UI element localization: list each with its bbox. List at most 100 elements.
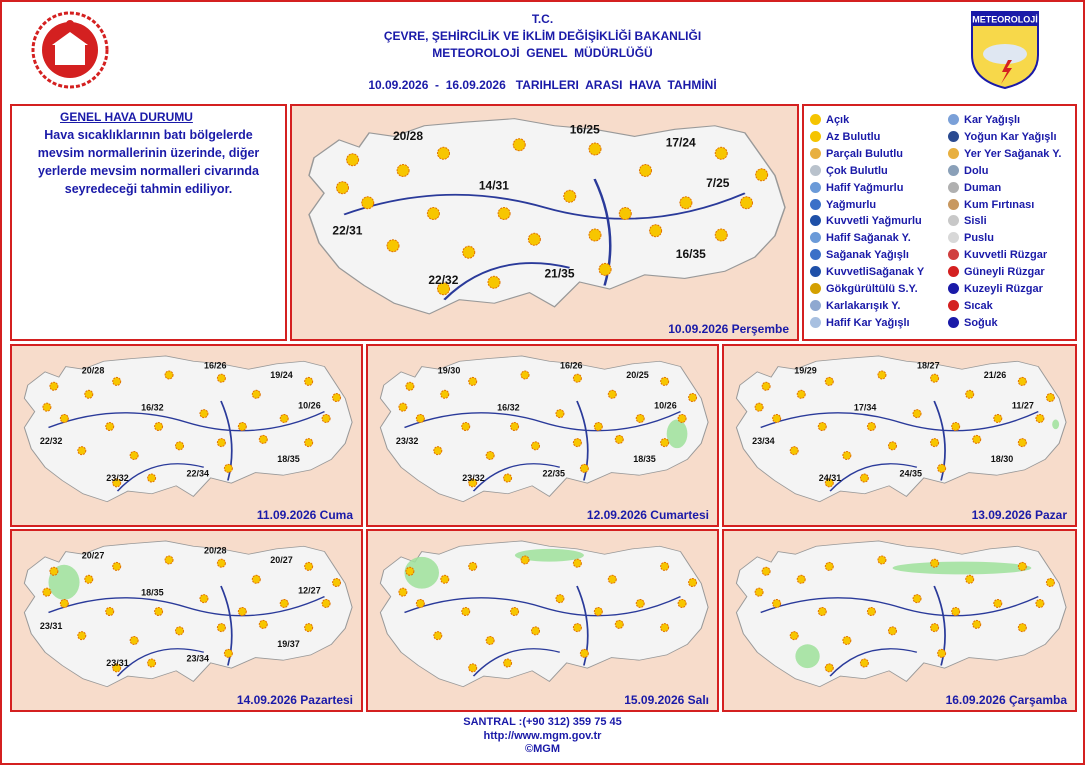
weather-icon xyxy=(503,658,513,668)
map-panel: 15.09.2026 Salı xyxy=(366,529,719,712)
weather-icon xyxy=(527,232,541,246)
legend-icon xyxy=(810,130,821,142)
legend-icon xyxy=(810,316,821,328)
weather-icon xyxy=(937,648,947,658)
weather-icon xyxy=(842,450,852,460)
map-date: 11.09.2026 Cuma xyxy=(257,508,353,522)
weather-icon xyxy=(321,598,331,608)
weather-icon xyxy=(824,561,834,571)
temperature: 16/35 xyxy=(676,247,706,261)
weather-icon xyxy=(405,381,415,391)
legend-icon xyxy=(948,215,959,227)
weather-icon xyxy=(588,142,602,156)
weather-icon xyxy=(593,607,603,616)
legend-icon xyxy=(948,147,959,159)
temperature: 19/37 xyxy=(277,639,300,649)
weather-icon xyxy=(930,373,940,383)
temperature: 20/27 xyxy=(82,550,105,560)
legend-label: Kuvvetli Yağmurlu xyxy=(826,215,922,228)
map: 15.09.2026 Salı xyxy=(368,531,717,710)
temperature: 20/28 xyxy=(204,545,227,555)
weather-icon xyxy=(440,389,450,399)
temperature: 20/25 xyxy=(626,370,649,380)
header-line: T.C. xyxy=(531,12,554,26)
general-title: GENEL HAVA DURUMU xyxy=(60,110,193,124)
weather-icon xyxy=(877,555,887,565)
legend-label: Hafif Yağmurlu xyxy=(826,181,904,194)
legend-label: Gökgürültülü S.Y. xyxy=(826,283,918,295)
weather-icon xyxy=(607,574,617,584)
legend-label: Sağanak Yağışlı xyxy=(826,249,909,262)
weather-icon xyxy=(396,164,410,177)
weather-icon xyxy=(761,381,771,391)
weather-icon xyxy=(649,224,663,238)
weather-icon xyxy=(572,373,582,383)
legend-item: Açık xyxy=(810,114,849,126)
weather-icon xyxy=(129,635,139,645)
weather-icon xyxy=(754,402,764,412)
legend-item: Yer Yer Sağanak Y. xyxy=(948,147,1061,160)
temperature: 22/32 xyxy=(428,273,458,287)
legend-item: Yağmurlu xyxy=(810,198,876,211)
weather-icon xyxy=(937,463,947,473)
weather-icon xyxy=(965,389,975,399)
weather-icon xyxy=(951,422,961,431)
legend-icon xyxy=(810,114,821,125)
weather-icon xyxy=(49,566,59,576)
weather-icon xyxy=(346,153,360,167)
weather-icon xyxy=(512,138,526,152)
legend-item: Hafif Kar Yağışlı xyxy=(810,316,910,329)
weather-icon xyxy=(614,619,624,629)
legend-label: Kuzeyli Rüzgar xyxy=(964,283,1043,295)
weather-icon xyxy=(714,228,728,242)
map-date: 12.09.2026 Cumartesi xyxy=(587,508,709,522)
weather-icon xyxy=(77,631,87,641)
legend-item: Kum Fırtınası xyxy=(948,198,1034,211)
weather-icon xyxy=(796,574,806,584)
legend-label: Dolu xyxy=(964,164,989,177)
weather-icon xyxy=(461,607,471,616)
weather-icon xyxy=(497,207,511,220)
legend-icon xyxy=(948,114,959,125)
map-date: 10.09.2026 Perşembe xyxy=(668,322,789,336)
weather-icon xyxy=(59,413,69,423)
weather-icon xyxy=(336,181,349,195)
land xyxy=(735,540,1067,688)
legend-label: Hafif Sağanak Y. xyxy=(826,232,911,245)
temperature: 16/26 xyxy=(204,360,227,370)
weather-icon xyxy=(59,598,69,608)
weather-icon xyxy=(614,434,624,444)
copyright: ©MGM xyxy=(525,743,560,755)
weather-icon xyxy=(579,648,589,658)
legend-icon xyxy=(810,147,821,159)
weather-icon xyxy=(714,146,728,160)
header-line: METEOROLOJİ GENEL MÜDÜRLÜĞÜ xyxy=(432,46,653,60)
temperature: 24/31 xyxy=(819,473,842,483)
land-group xyxy=(735,540,1067,688)
weather-icon xyxy=(572,623,582,633)
weather-icon xyxy=(147,658,157,668)
temperature: 22/34 xyxy=(187,468,210,478)
temperature: 20/27 xyxy=(270,555,293,565)
legend-icon xyxy=(810,283,821,294)
temperature: 7/25 xyxy=(706,176,730,190)
weather-icon xyxy=(660,561,670,571)
temperature: 16/32 xyxy=(497,402,520,412)
weather-icon xyxy=(618,207,632,220)
legend-label: Parçalı Bulutlu xyxy=(826,147,904,160)
weather-icon xyxy=(688,393,698,403)
legend-icon xyxy=(948,299,959,311)
legend-icon xyxy=(810,299,821,311)
legend-icon xyxy=(810,198,821,210)
temperature: 18/35 xyxy=(277,454,300,464)
temperature: 23/32 xyxy=(396,436,419,446)
legend-item: Hafif Yağmurlu xyxy=(810,181,904,194)
ministry-logo xyxy=(31,11,109,89)
weather-icon xyxy=(789,631,799,641)
legend-label: Güneyli Rüzgar xyxy=(964,266,1045,279)
temperature: 23/34 xyxy=(187,653,210,663)
temperature: 16/25 xyxy=(570,122,600,136)
weather-icon xyxy=(607,389,617,399)
weather-icon xyxy=(105,422,115,431)
temperature: 16/32 xyxy=(141,402,164,412)
